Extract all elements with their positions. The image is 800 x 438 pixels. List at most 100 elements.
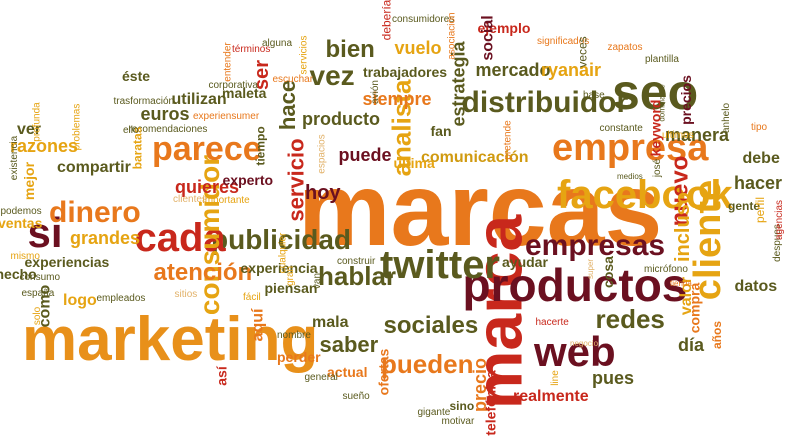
word-cloud-term: éste (122, 68, 151, 84)
word-cloud-term: mismo (10, 251, 40, 262)
word-cloud-term: experto (222, 172, 274, 188)
word-cloud-term: redes (595, 304, 665, 334)
word-cloud-term: veces (575, 36, 590, 68)
word-cloud-term: facebook (557, 173, 733, 217)
word-cloud-term: web (534, 328, 616, 375)
word-cloud-term: profunda (31, 102, 43, 142)
word-cloud-term: problemas (70, 103, 82, 151)
word-cloud-term: perfil (753, 196, 768, 224)
word-cloud-term: alguna (262, 38, 293, 49)
word-cloud-term: ejemplo (477, 20, 531, 36)
word-cloud-term: debería (378, 0, 393, 41)
word-cloud-term: grandes (70, 228, 141, 248)
word-cloud-term: hace (275, 79, 301, 131)
word-cloud-term: comunicación (421, 149, 529, 166)
word-cloud-term: distribuidor (461, 86, 629, 119)
word-cloud-term: logo (63, 292, 97, 309)
word-cloud-term: sueño (342, 391, 370, 402)
word-cloud-term: españa (21, 288, 55, 299)
word-cloud-term: hoy (305, 182, 341, 204)
word-cloud-term: actual (327, 364, 368, 380)
word-cloud-term: espacios (316, 134, 328, 174)
word-cloud-term: recomendaciones (128, 124, 208, 135)
word-cloud-term: si (27, 209, 63, 256)
word-cloud-term: tipo (751, 122, 768, 133)
word-cloud-term: medios (617, 172, 643, 181)
word-cloud-term: experiencia (240, 260, 318, 276)
word-cloud-term: hecho (0, 266, 37, 282)
word-cloud-term: maleta (222, 85, 267, 101)
word-cloud-term: productos (462, 259, 688, 311)
word-cloud-term: publicidad (211, 224, 351, 255)
word-cloud-term: razones (10, 136, 79, 156)
word-cloud-term: constante (599, 123, 643, 134)
word-cloud-term: mejor (21, 161, 38, 201)
word-cloud-term: ultimos (662, 130, 694, 141)
word-cloud-term: significados (537, 36, 590, 47)
word-cloud-term: podemos (0, 206, 42, 217)
word-cloud-term: experiencias (24, 254, 110, 270)
word-cloud-term: vuelo (394, 38, 442, 58)
word-cloud-term: line (549, 370, 561, 386)
word-cloud-term: ryanair (541, 60, 602, 80)
word-cloud-term: bien (325, 36, 375, 63)
word-cloud-term: saber (319, 332, 379, 357)
word-cloud-term: escuchar (272, 74, 314, 85)
word-cloud-term: ventas (0, 215, 43, 231)
word-cloud-term: social (479, 15, 497, 61)
word-cloud-term: dinero (49, 196, 141, 229)
word-cloud-term: vez (309, 60, 355, 91)
word-cloud-term: puede (338, 145, 392, 165)
word-cloud-term: avión (369, 80, 381, 104)
word-cloud-term: hacerte (535, 317, 569, 328)
word-cloud-term: piensan (264, 280, 318, 296)
word-cloud-term: solo (32, 306, 44, 326)
word-cloud-term: importante (202, 195, 250, 206)
word-cloud-term: parece (152, 130, 262, 168)
word-cloud-term: existencia (9, 135, 21, 181)
word-cloud-term: josé (652, 158, 664, 178)
word-cloud-term: zapatos (607, 42, 643, 53)
word-cloud-term: perder (277, 349, 321, 365)
word-cloud-term: hacer (734, 173, 783, 193)
word-cloud-term: incluso (672, 191, 695, 263)
word-cloud-term: realmente (513, 388, 589, 405)
word-cloud-term: pues (592, 368, 635, 388)
word-cloud-term: sino (449, 399, 475, 413)
word-cloud-term: construir (337, 256, 376, 267)
word-cloud-term: utilizan (171, 91, 227, 108)
word-cloud-term: aquí (248, 308, 266, 342)
word-cloud-term: mala (312, 314, 349, 331)
word-cloud-term: experiensumer (193, 111, 260, 122)
word-cloud-term: debe (742, 150, 780, 167)
word-cloud-term: general (304, 372, 338, 383)
word-cloud-term: compartir (57, 159, 131, 176)
word-cloud-term: asociación (446, 12, 458, 60)
word-cloud-term: motivar (441, 416, 475, 427)
word-cloud-term: datos (734, 278, 778, 295)
word-cloud-term: producto (302, 109, 380, 129)
word-cloud-term: consumo (19, 272, 61, 283)
word-cloud-term: marcas (298, 152, 663, 268)
word-cloud-term: años (710, 320, 725, 350)
word-cloud-term: pretende (502, 120, 514, 160)
word-cloud-term: cosa (599, 256, 616, 288)
word-cloud-term: compra (685, 282, 702, 334)
word-cloud-term: clientes (173, 194, 207, 205)
word-cloud-term: consumidores (392, 14, 455, 25)
word-cloud-term: pueden (381, 349, 474, 379)
word-cloud-term: plantilla (645, 54, 679, 65)
word-cloud-term: siempre (362, 89, 432, 109)
word-cloud-term: trabajadores (363, 64, 448, 80)
word-cloud-term: sitios (174, 289, 198, 300)
word-cloud-term: fácil (243, 292, 261, 303)
word-cloud-term: precios (677, 75, 694, 125)
word-cloud-term: van (312, 272, 324, 290)
word-cloud-term: gente (728, 199, 761, 213)
word-cloud-term: agencias (774, 199, 786, 241)
word-cloud-term: telefónica (482, 370, 499, 436)
word-cloud-term: hablar (318, 261, 397, 291)
word-cloud-term: ofertas (374, 348, 391, 396)
word-cloud-term: sociales (383, 312, 479, 339)
